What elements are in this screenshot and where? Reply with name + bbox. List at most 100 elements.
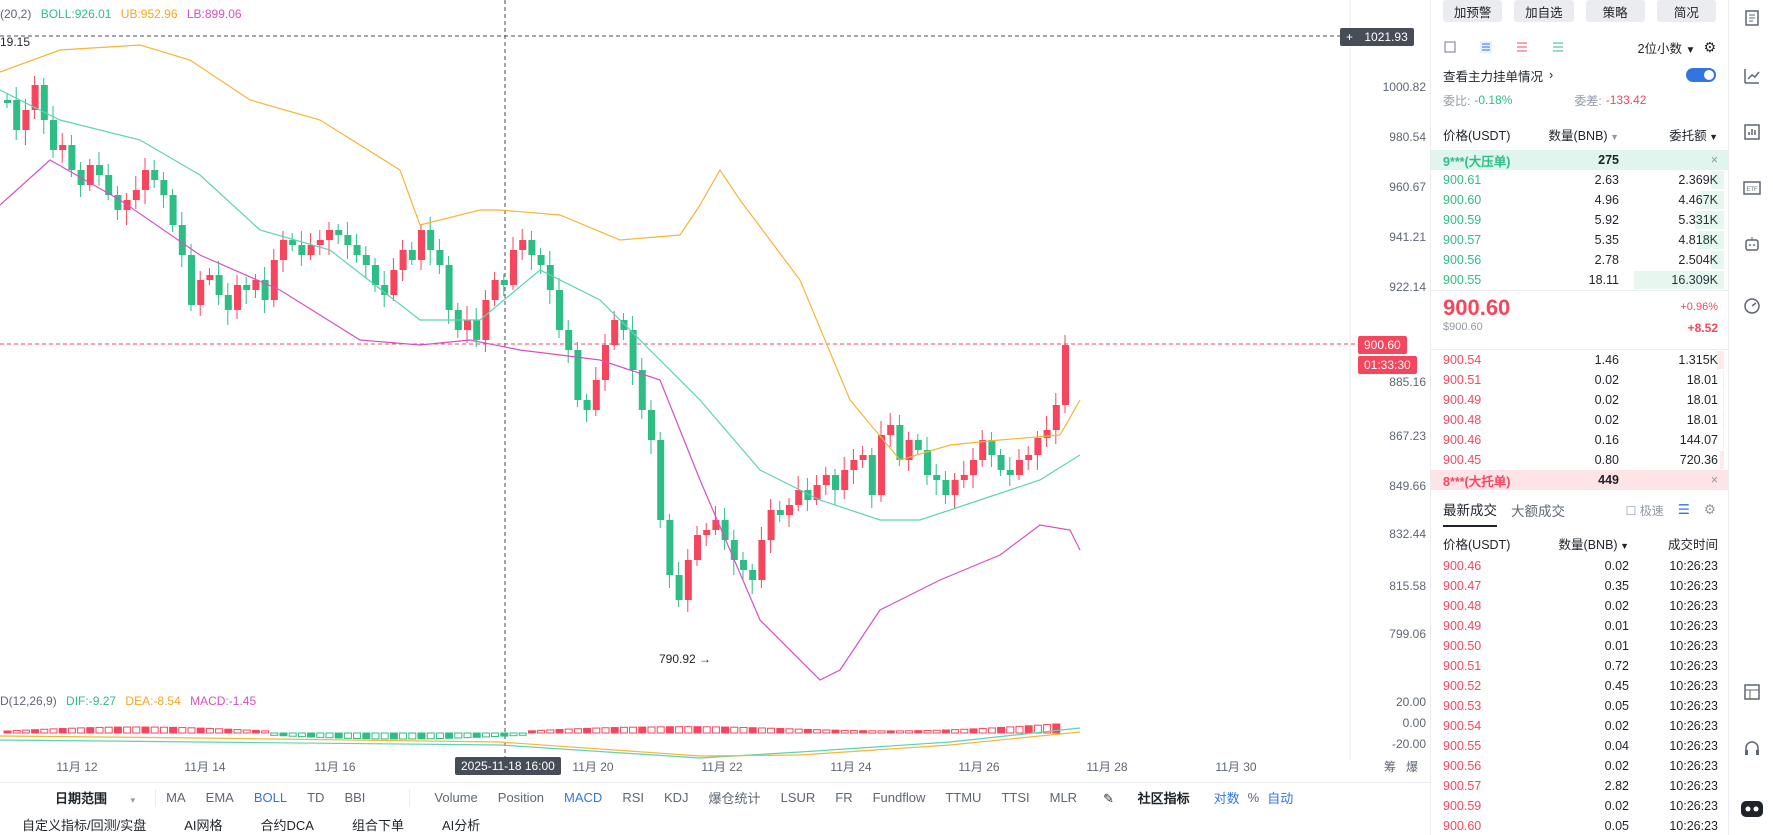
community-indicator-button[interactable]: ✎ 社区指标 bbox=[1087, 788, 1210, 807]
macd-bar bbox=[794, 728, 803, 734]
ind-fundflow[interactable]: Fundflow bbox=[872, 790, 926, 805]
ind-macd[interactable]: MACD bbox=[564, 790, 603, 805]
ask-row[interactable]: 900.56 2.78 2.504K bbox=[1431, 250, 1728, 270]
chip-label[interactable]: 筹 bbox=[1384, 760, 1397, 774]
bar-chart-icon[interactable] bbox=[1742, 122, 1762, 142]
strategy-button[interactable]: 策略 bbox=[1585, 0, 1645, 22]
trade-price: 900.50 bbox=[1443, 639, 1482, 653]
overview-button[interactable]: 简况 bbox=[1656, 0, 1716, 22]
kline-chart[interactable]: (20,2) BOLL:926.01 UB:952.96 LB:899.06 1… bbox=[0, 0, 1430, 780]
close-icon[interactable]: × bbox=[1710, 473, 1718, 487]
headset-icon[interactable] bbox=[1742, 738, 1762, 758]
big-bid-row[interactable]: 8***(大托单) 449 × bbox=[1431, 470, 1728, 490]
bid-price: 900.51 bbox=[1443, 373, 1482, 387]
boll-lower-line bbox=[0, 159, 1081, 681]
community-indicator-label: 社区指标 bbox=[1137, 791, 1190, 806]
close-icon[interactable]: × bbox=[1710, 153, 1718, 167]
ind-boll[interactable]: BOLL bbox=[253, 790, 288, 805]
ind-kdj[interactable]: KDJ bbox=[663, 790, 689, 805]
ind-bbi[interactable]: BBI bbox=[344, 790, 366, 805]
ask-row[interactable]: 900.55 18.11 16.309K bbox=[1431, 270, 1728, 290]
notes-icon[interactable] bbox=[1742, 8, 1762, 28]
ind-mlr[interactable]: MLR bbox=[1049, 790, 1078, 805]
add-favorite-button[interactable]: 加自选 bbox=[1514, 0, 1574, 22]
tab-combo-order[interactable]: 组合下单 bbox=[351, 818, 404, 833]
date-range-button[interactable]: 日期范围 ▾ bbox=[0, 788, 155, 807]
bid-row[interactable]: 900.48 0.02 18.01 bbox=[1431, 410, 1728, 430]
candle-body bbox=[933, 475, 941, 480]
settings-icon[interactable]: ⚙ bbox=[1703, 502, 1716, 517]
tab-custom-indicator[interactable]: 自定义指标/回测/实盘 bbox=[22, 818, 147, 833]
bid-row[interactable]: 900.54 1.46 1.315K bbox=[1431, 350, 1728, 370]
ask-row[interactable]: 900.60 4.96 4.467K bbox=[1431, 190, 1728, 210]
ask-row[interactable]: 900.61 2.63 2.369K bbox=[1431, 170, 1728, 190]
bid-row[interactable]: 900.46 0.16 144.07 bbox=[1431, 430, 1728, 450]
candle-body bbox=[914, 440, 922, 450]
candle-body bbox=[1006, 470, 1014, 475]
book-view-both-icon[interactable] bbox=[1443, 40, 1457, 54]
book-view-list-icon[interactable] bbox=[1551, 40, 1565, 54]
macd-bar bbox=[564, 728, 573, 734]
tab-ai-grid[interactable]: AI网格 bbox=[184, 818, 223, 833]
trade-time: 10:26:23 bbox=[1669, 619, 1718, 633]
qty-header[interactable]: 数量(BNB) ▼ bbox=[1533, 125, 1619, 144]
macd-dif-line bbox=[0, 727, 1081, 759]
ind-fr[interactable]: FR bbox=[835, 790, 853, 805]
ai-assistant-icon[interactable] bbox=[1739, 796, 1765, 822]
add-alert-button[interactable]: 加预警 bbox=[1443, 0, 1503, 22]
ask-row[interactable]: 900.59 5.92 5.331K bbox=[1431, 210, 1728, 230]
etf-icon[interactable]: ETF bbox=[1742, 178, 1762, 198]
tab-contract-dca[interactable]: 合约DCA bbox=[260, 818, 314, 833]
macd-bar bbox=[362, 732, 371, 740]
tab-large-trades[interactable]: 大额成交 bbox=[1511, 504, 1565, 519]
chart-canvas[interactable] bbox=[0, 0, 1430, 780]
fast-mode-checkbox[interactable]: ☐ 极速 bbox=[1625, 503, 1664, 518]
ind-ma[interactable]: MA bbox=[166, 790, 186, 805]
ind-rsi[interactable]: RSI bbox=[622, 790, 644, 805]
candle-body bbox=[694, 535, 701, 560]
trade-time: 10:26:23 bbox=[1669, 779, 1718, 793]
macd-bar bbox=[1024, 725, 1033, 734]
ind-volume[interactable]: Volume bbox=[434, 790, 478, 805]
candle-body bbox=[602, 345, 609, 380]
bid-row[interactable]: 900.45 0.80 720.36 bbox=[1431, 450, 1728, 470]
ind-td[interactable]: TD bbox=[307, 790, 325, 805]
caret-down-icon: ▼ bbox=[1617, 540, 1629, 551]
book-view-bids-icon[interactable] bbox=[1515, 40, 1529, 54]
auto-scale-button[interactable]: 自动 bbox=[1267, 791, 1294, 806]
trade-qty-header[interactable]: 数量(BNB) ▼ bbox=[1543, 534, 1629, 553]
ind-ttmu[interactable]: TTMU bbox=[945, 790, 982, 805]
list-icon[interactable]: ☰ bbox=[1677, 502, 1690, 517]
ind-ttsi[interactable]: TTSI bbox=[1001, 790, 1030, 805]
depth-bar bbox=[1723, 411, 1724, 429]
decimal-select[interactable]: 2位小数 ▼ bbox=[1638, 38, 1696, 57]
chevron-right-icon[interactable]: › bbox=[1549, 68, 1554, 82]
layout-icon[interactable] bbox=[1742, 682, 1762, 702]
ind-ema[interactable]: EMA bbox=[205, 790, 234, 805]
book-view-asks-icon[interactable] bbox=[1479, 40, 1493, 54]
trend-icon[interactable] bbox=[1742, 66, 1762, 86]
macd-bar bbox=[941, 729, 950, 734]
percent-scale-button[interactable]: % bbox=[1247, 790, 1260, 805]
macd-bar bbox=[629, 726, 638, 734]
main-orders-toggle[interactable] bbox=[1686, 68, 1716, 82]
y-axis-label: 960.67 bbox=[1389, 180, 1426, 194]
ind-position[interactable]: Position bbox=[497, 790, 545, 805]
liquidation-label[interactable]: 爆 bbox=[1406, 760, 1419, 774]
candle-body bbox=[979, 440, 987, 460]
big-ask-row[interactable]: 9***(大压单) 275 × bbox=[1431, 150, 1728, 170]
ask-row[interactable]: 900.57 5.35 4.818K bbox=[1431, 230, 1728, 250]
settings-icon[interactable]: ⚙ bbox=[1703, 38, 1716, 55]
bid-row[interactable]: 900.51 0.02 18.01 bbox=[1431, 370, 1728, 390]
tab-latest-trades[interactable]: 最新成交 bbox=[1443, 493, 1497, 527]
trade-qty: 0.02 bbox=[1604, 719, 1629, 733]
speed-icon[interactable] bbox=[1742, 296, 1762, 316]
ind-liquidation[interactable]: 爆仓统计 bbox=[708, 791, 761, 806]
tab-ai-analysis[interactable]: AI分析 bbox=[442, 818, 481, 833]
bid-row[interactable]: 900.49 0.02 18.01 bbox=[1431, 390, 1728, 410]
log-scale-button[interactable]: 对数 bbox=[1213, 791, 1240, 806]
total-header[interactable]: 委托额 ▼ bbox=[1619, 125, 1718, 144]
robot-icon[interactable] bbox=[1742, 234, 1762, 254]
candle-body bbox=[243, 285, 251, 290]
ind-lsur[interactable]: LSUR bbox=[780, 790, 816, 805]
